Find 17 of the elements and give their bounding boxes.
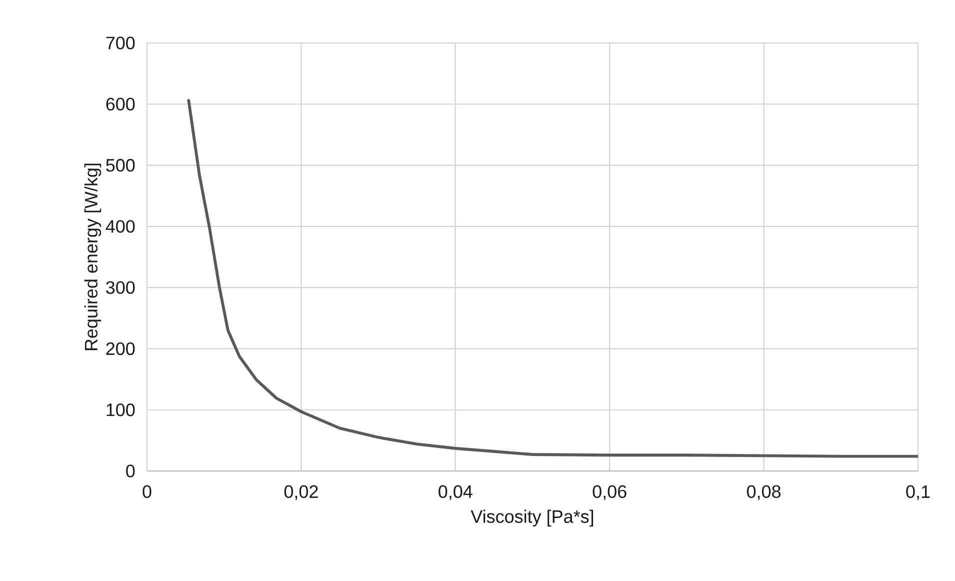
x-tick-label: 0,02 [284, 485, 318, 500]
x-tick-label: 0,1 [906, 485, 930, 500]
y-tick-label: 500 [106, 158, 135, 172]
x-tick-label: 0,06 [592, 485, 626, 500]
y-tick-label: 0 [126, 464, 135, 478]
y-tick-label: 300 [106, 281, 135, 294]
y-tick-label: 200 [106, 342, 135, 356]
x-tick-label: 0,08 [747, 485, 781, 500]
y-axis-title: Required energy [W/kg] [84, 164, 102, 350]
x-axis-title: Viscosity [Pa*s] [470, 510, 594, 527]
line-series [187, 99, 918, 458]
y-tick-label: 400 [106, 220, 135, 233]
y-tick-label: 100 [106, 403, 135, 416]
x-tick-label: 0 [142, 485, 152, 498]
x-tick-label: 0,04 [438, 485, 472, 500]
y-tick-label: 700 [106, 36, 135, 50]
y-tick-label: 600 [106, 98, 135, 111]
